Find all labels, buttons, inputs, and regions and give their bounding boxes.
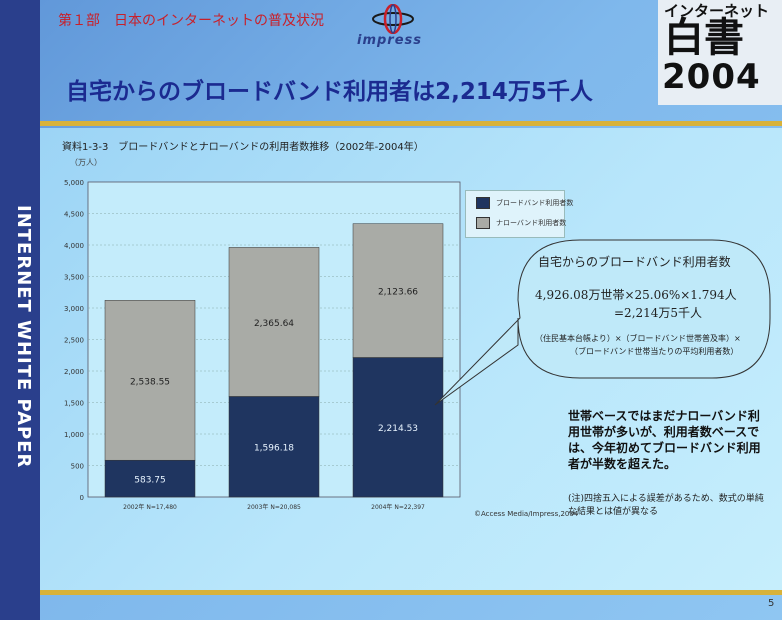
y-tick-label: 5,000 <box>64 179 84 187</box>
bar-segment <box>352 223 444 358</box>
legend-label-narrowband: ナローバンド利用者数 <box>496 219 567 227</box>
y-tick-label: 1,500 <box>64 400 84 408</box>
section-label: 第１部 日本のインターネットの普及状況 <box>58 13 324 29</box>
callout-title: 自宅からのブロードバンド利用者数 <box>538 255 731 269</box>
page-number: 5 <box>768 598 775 609</box>
bar-segment <box>352 357 444 498</box>
side-band: INTERNET WHITE PAPER <box>0 0 40 620</box>
data-label: 2,214.53 <box>378 424 418 434</box>
book-logo-line3: 2004 <box>662 57 761 97</box>
y-tick-label: 3,000 <box>64 305 84 313</box>
legend-swatch-broadband <box>476 197 490 209</box>
data-label: 2,538.55 <box>130 377 170 387</box>
data-label: 2,123.66 <box>378 288 418 298</box>
y-tick-label: 3,500 <box>64 274 84 282</box>
bottom-divider <box>40 590 782 595</box>
bar-segment <box>228 247 320 397</box>
y-tick-label: 4,000 <box>64 242 84 250</box>
book-logo-line2: 白書 <box>664 15 744 61</box>
legend-item-broadband: ブロードバンド利用者数 <box>476 197 573 209</box>
chart-legend: ブロードバンド利用者数 ナローバンド利用者数 <box>465 190 573 238</box>
impress-logo-text: impress <box>357 33 423 48</box>
top-divider <box>40 121 782 126</box>
source-credit: ©Access Media/Impress,2004 <box>474 510 579 518</box>
callout-note-1: （住民基本台帳より）×（ブロードバンド世帯普及率）× <box>535 334 741 343</box>
y-tick-label: 1,000 <box>64 431 84 439</box>
book-logo-line1: インターネット <box>664 2 770 20</box>
legend-swatch-narrowband <box>476 217 490 229</box>
bar-segment <box>104 300 196 461</box>
legend-label-broadband: ブロードバンド利用者数 <box>496 199 574 207</box>
bar-segment <box>228 396 320 498</box>
y-tick-label: 2,500 <box>64 337 84 345</box>
page-title: 自宅からのブロードバンド利用者は2,214万5千人 <box>66 79 593 105</box>
side-band-text: INTERNET WHITE PAPER <box>13 205 34 469</box>
y-tick-label: 2,000 <box>64 368 84 376</box>
callout-note-2: （ブロードバンド世帯当たりの平均利用者数） <box>570 347 739 356</box>
x-category-label: 2004年 N=22,397 <box>371 503 425 511</box>
bar-segment <box>104 459 196 498</box>
y-tick-label: 0 <box>80 494 84 502</box>
y-axis-unit: （万人） <box>70 158 102 167</box>
data-label: 2,365.64 <box>254 319 294 329</box>
chart-title: 資料1-3-3 ブロードバンドとナローバンドの利用者数推移（2002年-2004… <box>62 142 424 153</box>
callout-equation-2: =2,214万5千人 <box>614 306 703 320</box>
commentary-text: 世帯ベースではまだナローバンド利用世帯が多いが、利用者数ベースでは、今年初めてブ… <box>568 409 761 471</box>
callout-equation-1: 4,926.08万世帯×25.06%×1.794人 <box>535 288 737 302</box>
footnote-text: (注)四捨五入による誤差があるため、数式の単純な結果とは値が異なる <box>568 494 764 517</box>
data-label: 1,596.18 <box>254 444 294 454</box>
x-category-label: 2002年 N=17,480 <box>123 503 177 511</box>
x-category-label: 2003年 N=20,085 <box>247 503 301 511</box>
impress-logo-icon <box>372 4 414 34</box>
legend-item-narrowband: ナローバンド利用者数 <box>476 217 566 229</box>
book-logo: インターネット 白書 2004 <box>658 0 782 105</box>
y-tick-label: 4,500 <box>64 211 84 219</box>
y-tick-label: 500 <box>71 463 84 471</box>
data-label: 583.75 <box>134 476 166 486</box>
